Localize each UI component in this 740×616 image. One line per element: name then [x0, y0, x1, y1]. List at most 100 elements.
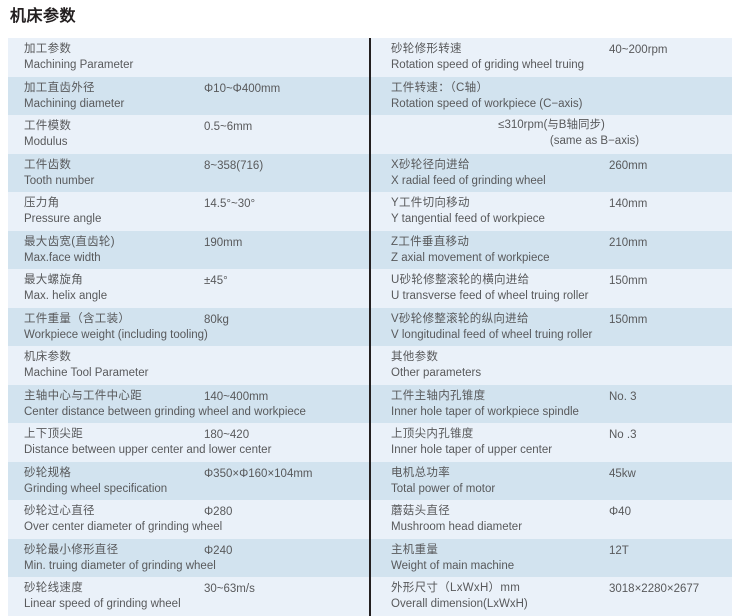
page-title: 机床参数 [10, 8, 77, 25]
row-content: 蘑菇头直径 Mushroom head diameter Φ40 [391, 503, 726, 539]
row-label-zh: 工件重量（含工装） [24, 312, 131, 325]
row-label-en: Rotation speed of griding wheel truing [391, 59, 585, 71]
row-value: Φ240 [204, 544, 233, 557]
row-content: 砂轮修形转速 Rotation speed of griding wheel tr… [391, 41, 726, 77]
row-label-zh: 工件主轴内孔锥度 [391, 389, 486, 402]
row-label-zh: Y工件切向移动 [391, 197, 470, 209]
row-label-en: Inner hole taper of workpiece spindle [391, 405, 579, 418]
row-label-en: Distance between upper center and lower … [24, 444, 272, 456]
row-content: 主轴中心与工件中心距 Center distance between grindi… [24, 388, 363, 424]
row-label-zh: U砂轮修整滚轮的横向进给 [391, 274, 530, 286]
row-label-zh: 最大齿宽(直齿轮) [24, 235, 115, 248]
row-label-en: Grinding wheel specification [24, 482, 168, 495]
row-content: 上顶尖内孔锥度 Inner hole taper of upper center N… [391, 426, 726, 462]
row-content: 砂轮最小修形直径 Min. truing diameter of grinding… [24, 542, 363, 578]
table-row: 砂轮修形转速 Rotation speed of griding wheel tr… [371, 38, 732, 77]
row-content: 工件转速：（C轴） Rotation speed of workpiece (C−… [391, 80, 726, 116]
row-label-zh: X砂轮径向进给 [391, 158, 470, 171]
row-label-zh: 砂轮修形转速 [391, 43, 462, 55]
row-value: 80kg [204, 313, 229, 326]
row-label-zh: 上顶尖内孔锥度 [391, 428, 474, 440]
row-value: 140~400mm [204, 390, 269, 403]
row-label-zh: 压力角 [24, 197, 60, 209]
row-label-zh: 砂轮过心直径 [24, 505, 95, 517]
row-value: 190mm [204, 236, 243, 249]
row-content: 压力角 Pressure angle 14.5°~30° [24, 195, 363, 231]
row-label-en: Z axial movement of workpiece [391, 251, 550, 264]
row-content: 砂轮线速度 Linear speed of grinding wheel 30~63… [24, 580, 363, 616]
table-row: 机床参数 Machine Tool Parameter [8, 346, 369, 385]
row-label-zh: 加工参数 [24, 43, 72, 55]
row-label-en: Total power of motor [391, 482, 496, 495]
table-row: 蘑菇头直径 Mushroom head diameter Φ40 [371, 500, 732, 539]
row-content: 机床参数 Machine Tool Parameter [24, 349, 363, 385]
row-value: No .3 [609, 429, 637, 441]
table-row: 主机重量 Weight of main machine 12T [371, 538, 732, 577]
row-content: 加工直齿外径 Machining diameter Φ10~Φ400mm [24, 80, 363, 116]
table-row: 工件转速：（C轴） Rotation speed of workpiece (C−… [371, 76, 732, 116]
row-label-en: Max. helix angle [24, 290, 108, 302]
row-content: 最大螺旋角 Max. helix angle ±45° [24, 272, 363, 308]
row-label-en: Rotation speed of workpiece (C−axis) [391, 97, 583, 110]
row-content: 外形尺寸（LxWxH）mm Overall dimension(LxWxH) 301… [391, 580, 726, 616]
table-row: 电机总功率 Total power of motor 45kw [371, 461, 732, 500]
table-row: 砂轮规格 Grinding wheel specification Φ350×Φ16… [8, 461, 369, 500]
row-label-zh: 其他参数 [391, 351, 439, 363]
row-label-en: Min. truing diameter of grinding wheel [24, 559, 216, 572]
table-row: Z工件垂直移动 Z axial movement of workpiece 210m… [371, 230, 732, 269]
row-label-zh: 机床参数 [24, 351, 72, 363]
row-label-zh: 加工直齿外径 [24, 81, 95, 94]
row-label-zh: 砂轮规格 [24, 466, 72, 479]
row-content: X砂轮径向进给 X radial feed of grinding wheel 26… [391, 157, 726, 193]
row-label-zh: 工件齿数 [24, 158, 72, 171]
row-content: U砂轮修整滚轮的横向进给 U transverse feed of wheel t… [391, 272, 726, 308]
machine-parameters-table: 加工参数 Machining Parameter 加工直齿外径 Machining d… [8, 38, 732, 616]
row-content: V砂轮修整滚轮的纵向进给 V longitudinal feed of wheel… [391, 311, 726, 347]
row-label-en: Pressure angle [24, 213, 102, 225]
row-value: 150mm [609, 313, 648, 326]
table-row: 最大螺旋角 Max. helix angle ±45° [8, 269, 369, 308]
row-label-zh: 砂轮线速度 [24, 582, 83, 594]
row-value: 40~200rpm [609, 44, 668, 56]
row-content: Y工件切向移动 Y tangential feed of workpiece 140… [391, 195, 726, 231]
row-label-en: Machining Parameter [24, 59, 134, 71]
table-row: 工件重量（含工装） Workpiece weight (including too… [8, 307, 369, 347]
row-value: 260mm [609, 159, 648, 172]
row-note-line-1: ≤310rpm(与B轴同步) [498, 119, 605, 131]
row-label-en: Mushroom head diameter [391, 521, 523, 533]
row-content: 工件齿数 Tooth number 8~358(716) [24, 157, 363, 193]
table-row: V砂轮修整滚轮的纵向进给 V longitudinal feed of wheel… [371, 307, 732, 347]
row-value: ±45° [204, 275, 228, 287]
row-label-en: Center distance between grinding wheel a… [24, 405, 306, 418]
row-label-zh: 外形尺寸（LxWxH）mm [391, 582, 521, 594]
table-row: 工件模数 Modulus 0.5~6mm [8, 115, 369, 154]
row-label-zh: V砂轮修整滚轮的纵向进给 [391, 312, 529, 325]
row-label-zh: 工件转速：（C轴） [391, 81, 489, 94]
row-label-zh: 主轴中心与工件中心距 [24, 389, 142, 402]
row-label-en: Linear speed of grinding wheel [24, 598, 181, 610]
table-row: 工件齿数 Tooth number 8~358(716) [8, 153, 369, 193]
row-content: 砂轮过心直径 Over center diameter of grinding w… [24, 503, 363, 539]
row-label-en: Inner hole taper of upper center [391, 444, 553, 456]
row-value: Φ40 [609, 506, 631, 518]
table-row: 砂轮过心直径 Over center diameter of grinding w… [8, 500, 369, 539]
row-content: 工件重量（含工装） Workpiece weight (including too… [24, 311, 363, 347]
row-label-zh: 工件模数 [24, 120, 72, 132]
row-content: 工件模数 Modulus 0.5~6mm [24, 118, 363, 154]
row-content: 加工参数 Machining Parameter [24, 41, 363, 77]
row-label-en: Modulus [24, 136, 68, 148]
row-value: 12T [609, 544, 629, 557]
row-label-en: U transverse feed of wheel truing roller [391, 290, 589, 302]
row-label-en: Workpiece weight (including tooling) [24, 328, 208, 341]
row-label-en: Y tangential feed of workpiece [391, 213, 545, 225]
row-value: 8~358(716) [204, 159, 264, 172]
table-row: 加工参数 Machining Parameter [8, 38, 369, 77]
row-content: 上下顶尖距 Distance between upper center and l… [24, 426, 363, 462]
row-label-en: Over center diameter of grinding wheel [24, 521, 223, 533]
row-label-en: Weight of main machine [391, 559, 515, 572]
table-row: 主轴中心与工件中心距 Center distance between grindi… [8, 384, 369, 424]
row-label-zh: 上下顶尖距 [24, 428, 83, 440]
row-value: 30~63m/s [204, 583, 255, 595]
row-content: 工件主轴内孔锥度 Inner hole taper of workpiece sp… [391, 388, 726, 424]
